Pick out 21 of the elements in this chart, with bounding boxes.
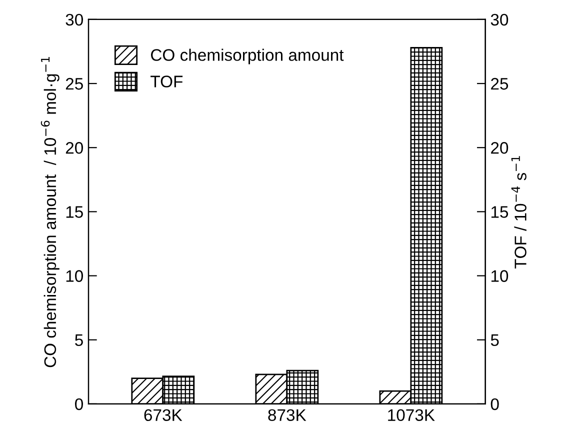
y-tick-label: 15 [66, 206, 83, 218]
y-axis-title: CO chemisorption amount / 10$^{−6}$ mol·g$^{−1}$ [40, 56, 60, 368]
x-tick-label: 873K [268, 409, 306, 422]
y2-tick-label: 10 [491, 270, 508, 282]
x-tick-label: 673K [144, 409, 182, 422]
y2-tick-label: 5 [490, 334, 499, 346]
legend-label: TOF [150, 76, 183, 88]
y-tick-label: 5 [75, 334, 83, 346]
y2-tick-label: 25 [491, 78, 508, 90]
y2-axis-title: TOF / 10$^{−4}$ s$^{−1}$ [511, 156, 526, 269]
y-tick-label: 25 [66, 78, 83, 90]
legend-label: CO chemisorption amount [151, 48, 344, 64]
y2-tick-label: 30 [490, 14, 508, 26]
y-tick-label: 10 [66, 270, 83, 282]
y2-tick-label: 15 [491, 206, 508, 218]
y-tick-label: 0 [75, 398, 83, 410]
x-tick-label: 1073K [388, 409, 435, 422]
y2-tick-label: 20 [491, 142, 508, 154]
y-tick-label: 30 [66, 14, 83, 26]
y-tick-label: 20 [66, 142, 83, 154]
y2-tick-label: 0 [490, 398, 499, 410]
